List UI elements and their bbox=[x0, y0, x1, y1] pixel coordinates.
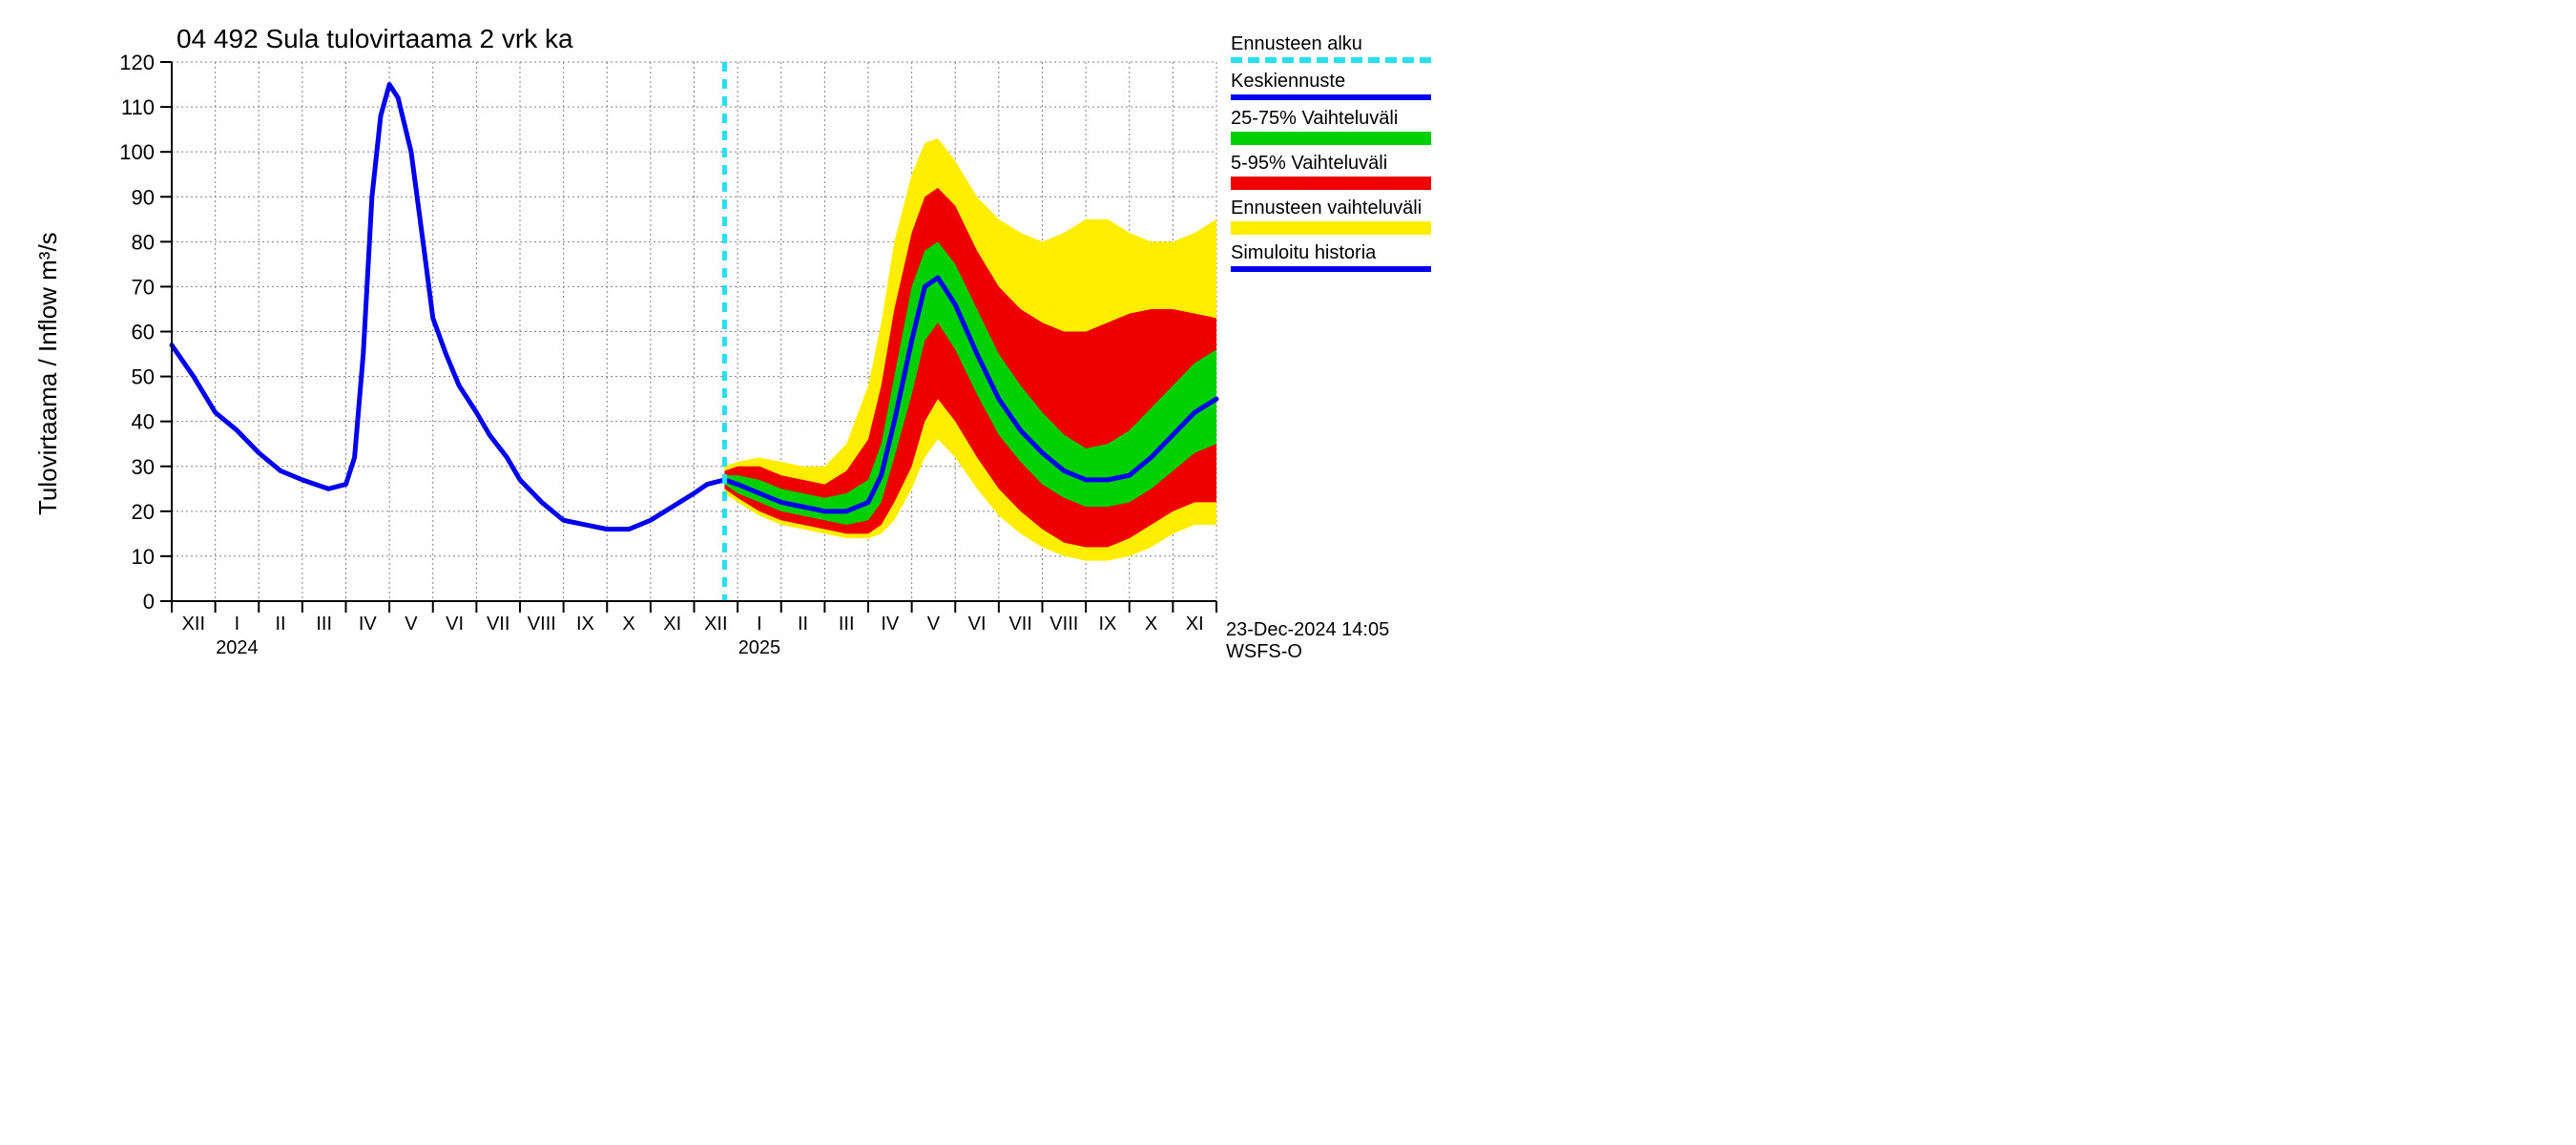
svg-text:X: X bbox=[622, 614, 634, 635]
legend-label: Keskiennuste bbox=[1231, 71, 1431, 93]
svg-text:III: III bbox=[316, 614, 332, 635]
legend-item: Keskiennuste bbox=[1231, 71, 1431, 100]
legend-item: Simuloitu historia bbox=[1231, 242, 1431, 272]
svg-text:2025: 2025 bbox=[738, 637, 781, 658]
svg-text:80: 80 bbox=[132, 230, 155, 254]
svg-text:10: 10 bbox=[132, 545, 155, 569]
svg-text:110: 110 bbox=[121, 95, 155, 119]
svg-text:VIII: VIII bbox=[528, 614, 556, 635]
svg-text:50: 50 bbox=[132, 365, 155, 389]
svg-text:100: 100 bbox=[119, 140, 155, 164]
legend-swatch bbox=[1231, 221, 1431, 235]
legend-swatch bbox=[1231, 177, 1431, 190]
svg-text:X: X bbox=[1145, 614, 1157, 635]
svg-text:V: V bbox=[405, 614, 418, 635]
svg-text:XII: XII bbox=[182, 614, 205, 635]
legend-label: 25-75% Vaihteluväli bbox=[1231, 108, 1431, 130]
svg-text:I: I bbox=[757, 614, 762, 635]
legend-label: Simuloitu historia bbox=[1231, 242, 1431, 264]
legend-swatch bbox=[1231, 57, 1431, 63]
legend-label: 5-95% Vaihteluväli bbox=[1231, 153, 1431, 175]
svg-text:IX: IX bbox=[576, 614, 594, 635]
svg-text:V: V bbox=[927, 614, 941, 635]
svg-text:60: 60 bbox=[132, 321, 155, 344]
svg-text:40: 40 bbox=[132, 410, 155, 434]
footer-timestamp: 23-Dec-2024 14:05 WSFS-O bbox=[1226, 619, 1431, 663]
svg-text:30: 30 bbox=[132, 455, 155, 479]
svg-text:XI: XI bbox=[1186, 614, 1204, 635]
legend-swatch bbox=[1231, 132, 1431, 145]
svg-text:120: 120 bbox=[119, 51, 155, 74]
legend-label: Ennusteen vaihteluväli bbox=[1231, 198, 1431, 219]
svg-text:70: 70 bbox=[132, 275, 155, 299]
svg-text:VIII: VIII bbox=[1049, 614, 1078, 635]
chart-container: 04 492 Sula tulovirtaama 2 vrk ka Tulovi… bbox=[0, 0, 1431, 668]
svg-text:IV: IV bbox=[881, 614, 900, 635]
svg-text:XI: XI bbox=[663, 614, 681, 635]
chart-svg: 0102030405060708090100110120XIIIIIIIIIVV… bbox=[0, 0, 1431, 668]
svg-text:90: 90 bbox=[132, 185, 155, 209]
svg-text:IX: IX bbox=[1098, 614, 1116, 635]
legend-item: 5-95% Vaihteluväli bbox=[1231, 153, 1431, 190]
svg-text:2024: 2024 bbox=[216, 637, 259, 658]
svg-text:IV: IV bbox=[359, 614, 378, 635]
svg-text:II: II bbox=[798, 614, 808, 635]
svg-text:VI: VI bbox=[968, 614, 987, 635]
legend-item: Ennusteen alku bbox=[1231, 33, 1431, 63]
svg-text:III: III bbox=[839, 614, 855, 635]
legend-item: Ennusteen vaihteluväli bbox=[1231, 198, 1431, 235]
legend: Ennusteen alku Keskiennuste 25-75% Vaihtel… bbox=[1231, 33, 1431, 280]
legend-swatch bbox=[1231, 266, 1431, 272]
legend-item: 25-75% Vaihteluväli bbox=[1231, 108, 1431, 145]
legend-swatch bbox=[1231, 94, 1431, 100]
svg-text:0: 0 bbox=[143, 590, 155, 614]
svg-text:I: I bbox=[235, 614, 240, 635]
svg-text:VII: VII bbox=[487, 614, 509, 635]
svg-text:XII: XII bbox=[704, 614, 727, 635]
svg-text:20: 20 bbox=[132, 500, 155, 524]
svg-text:VI: VI bbox=[446, 614, 464, 635]
svg-text:VII: VII bbox=[1008, 614, 1031, 635]
legend-label: Ennusteen alku bbox=[1231, 33, 1431, 55]
svg-text:II: II bbox=[276, 614, 286, 635]
